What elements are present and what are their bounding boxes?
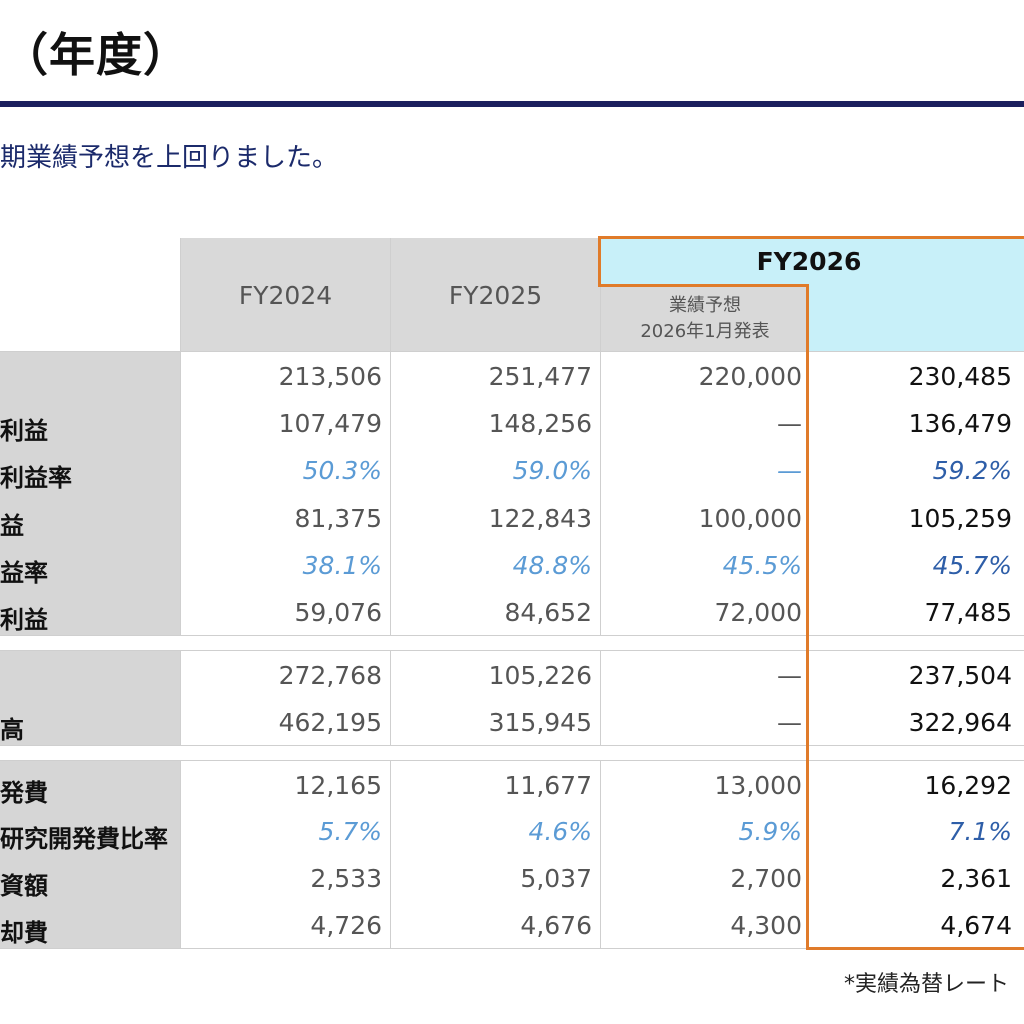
cell-fy2026: 237,504: [908, 661, 1012, 690]
fy2026-highlight-frame: [598, 236, 1024, 287]
row-label: 利益率: [0, 464, 72, 492]
cell-fy2025: 59.0%: [512, 456, 592, 485]
grid-line: [0, 760, 1024, 761]
cell-fy2024: 12,165: [294, 771, 382, 800]
cell-fy2024: 59,076: [294, 598, 382, 627]
column-header-fy2024: FY2024: [238, 281, 333, 310]
cell-forecast: —: [777, 661, 802, 690]
cell-fy2026: 136,479: [908, 409, 1012, 438]
cell-fy2025: 105,226: [488, 661, 592, 690]
grid-line: [0, 635, 1024, 636]
grid-line: [0, 650, 1024, 651]
cell-fy2025: 11,677: [504, 771, 592, 800]
cell-fy2026: 230,485: [908, 362, 1012, 391]
row-label-group-1: [0, 352, 180, 635]
header-fy2026-cell: [601, 238, 1024, 286]
cell-fy2025: 84,652: [504, 598, 592, 627]
cell-fy2024: 5.7%: [318, 817, 382, 846]
row-label: 研究開発費比率: [0, 825, 168, 853]
cell-fy2025: 4,676: [520, 911, 592, 940]
cell-fy2026: 4,674: [940, 911, 1012, 940]
page-title: （年度）: [2, 28, 190, 82]
grid-line: [0, 351, 1024, 352]
page-subtitle: 期業績予想を上回りました。: [0, 143, 339, 173]
cell-fy2025: 148,256: [488, 409, 592, 438]
cell-forecast: 13,000: [714, 771, 802, 800]
cell-fy2026: 105,259: [908, 504, 1012, 533]
cell-fy2026: 77,485: [924, 598, 1012, 627]
cell-fy2025: 315,945: [488, 708, 592, 737]
grid-line: [390, 238, 391, 635]
cell-fy2024: 2,533: [310, 864, 382, 893]
cell-fy2026: 45.7%: [932, 551, 1012, 580]
grid-line: [600, 238, 601, 635]
grid-line: [390, 651, 391, 745]
cell-forecast: 100,000: [698, 504, 802, 533]
cell-fy2025: 251,477: [488, 362, 592, 391]
cell-fy2026: 2,361: [940, 864, 1012, 893]
cell-forecast: —: [777, 409, 802, 438]
grid-line: [180, 651, 181, 745]
row-label: 益率: [0, 559, 48, 587]
grid-line: [390, 761, 391, 948]
cell-fy2024: 38.1%: [302, 551, 382, 580]
cell-forecast: 5.9%: [738, 817, 802, 846]
row-label: 却費: [0, 919, 48, 947]
cell-fy2025: 48.8%: [512, 551, 592, 580]
cell-fy2024: 213,506: [278, 362, 382, 391]
row-label: 資額: [0, 872, 48, 900]
row-label: 利益: [0, 606, 48, 634]
fy2026-highlight-frame-lower: [806, 284, 1024, 950]
fy2026-highlight-frame-left: [598, 236, 601, 287]
header-forecast-cell: [601, 286, 809, 351]
grid-line: [600, 761, 601, 948]
fy2026-highlight-frame-step: [598, 284, 809, 287]
grid-line: [0, 948, 1024, 949]
cell-fy2026: 7.1%: [948, 817, 1012, 846]
header-fy2024-cell: [181, 238, 390, 351]
cell-fy2026: 59.2%: [932, 456, 1012, 485]
cell-fy2026: 16,292: [924, 771, 1012, 800]
row-label-group-2: [0, 651, 180, 745]
cell-fy2025: 4.6%: [528, 817, 592, 846]
cell-fy2025: 122,843: [488, 504, 592, 533]
forecast-header-line2: 2026年1月発表: [640, 321, 770, 342]
cell-fy2026: 322,964: [908, 708, 1012, 737]
cell-forecast: 45.5%: [722, 551, 802, 580]
row-label: 高: [0, 716, 24, 744]
row-label: 益: [0, 512, 24, 540]
footnote: *実績為替レート: [844, 972, 1010, 997]
cell-forecast: —: [777, 708, 802, 737]
row-label: 利益: [0, 417, 48, 445]
cell-fy2024: 81,375: [294, 504, 382, 533]
grid-line: [600, 651, 601, 745]
cell-fy2024: 50.3%: [302, 456, 382, 485]
cell-fy2024: 4,726: [310, 911, 382, 940]
cell-forecast: 220,000: [698, 362, 802, 391]
cell-fy2024: 272,768: [278, 661, 382, 690]
row-label: 発費: [0, 779, 48, 807]
row-label-group-3: [0, 761, 180, 948]
header-fy2026-actual-cell: [809, 286, 1024, 351]
cell-fy2025: 5,037: [520, 864, 592, 893]
cell-fy2024: 462,195: [278, 708, 382, 737]
header-fy2025-cell: [391, 238, 600, 351]
column-header-fy2025: FY2025: [448, 281, 543, 310]
grid-line: [0, 745, 1024, 746]
cell-forecast: —: [777, 456, 802, 485]
cell-fy2024: 107,479: [278, 409, 382, 438]
title-divider: [0, 101, 1024, 107]
grid-line: [180, 238, 181, 635]
cell-forecast: 72,000: [714, 598, 802, 627]
forecast-header-line1: 業績予想: [669, 295, 741, 316]
grid-line: [180, 761, 181, 948]
cell-forecast: 4,300: [730, 911, 802, 940]
column-header-fy2026: FY2026: [756, 247, 862, 276]
cell-forecast: 2,700: [730, 864, 802, 893]
